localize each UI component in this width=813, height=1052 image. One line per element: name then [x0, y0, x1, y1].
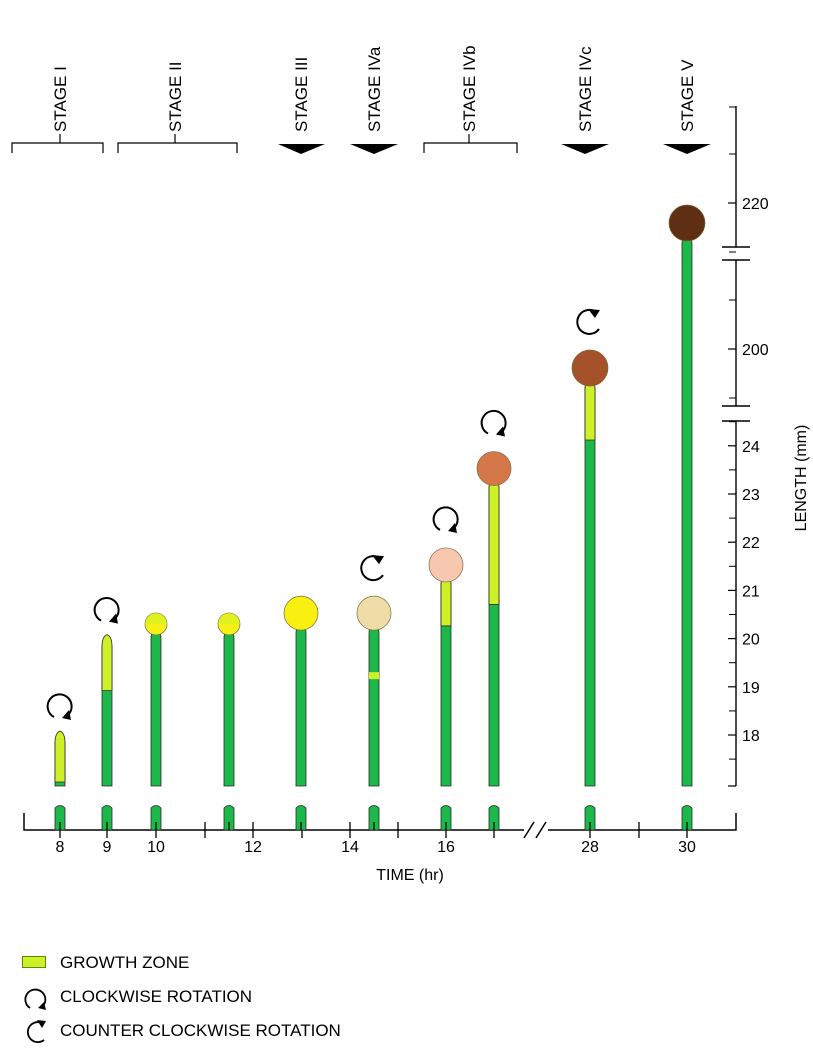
stalk-base — [440, 805, 452, 831]
stage-label: STAGE V — [678, 59, 697, 132]
stalk-base — [223, 805, 235, 831]
stage-arrowhead — [350, 144, 398, 154]
legend-label-counter-clockwise: COUNTER CLOCKWISE ROTATION — [60, 1021, 341, 1040]
stage-label: STAGE III — [292, 57, 311, 132]
growth-zone — [488, 477, 500, 605]
legend-item-growth-zone: GROWTH ZONE — [22, 950, 582, 984]
clockwise-arrow-icon — [46, 693, 73, 720]
sporangiophore — [571, 349, 609, 831]
y-axis: 18 19 20 21 22 23 24 200 220 — [722, 106, 769, 787]
stage-label: STAGE II — [166, 61, 185, 132]
stalk — [368, 621, 380, 787]
x-tick-label: 8 — [56, 839, 65, 856]
stage-bracket — [423, 134, 518, 153]
growth-zone — [101, 634, 113, 691]
sporangiophores — [54, 204, 706, 831]
sporangiophore — [668, 204, 706, 831]
stage-arrowhead — [663, 144, 711, 154]
sporangiophore — [428, 547, 464, 831]
stage-label: STAGE IVb — [460, 45, 479, 132]
counter-clockwise-arrow-icon — [360, 555, 384, 582]
y-tick-label: 200 — [742, 342, 769, 359]
x-tick-label: 12 — [244, 839, 262, 856]
sporangium-head — [571, 349, 609, 387]
clockwise-arrow-icon — [432, 506, 459, 533]
x-tick-label: 16 — [437, 839, 455, 856]
stage-arrowhead — [561, 144, 609, 154]
head-growth-cap — [145, 612, 167, 624]
growth-zone — [369, 672, 379, 680]
x-tick-label: 9 — [103, 839, 112, 856]
y-tick-label: 23 — [742, 487, 760, 504]
stage-label: STAGE I — [51, 66, 70, 132]
sporangium-head — [283, 595, 319, 631]
clockwise-arrow-icon — [93, 597, 120, 624]
legend-item-clockwise: CLOCKWISE ROTATION — [22, 984, 582, 1018]
x-axis-line-left — [23, 813, 524, 831]
y-tick-label: 18 — [742, 728, 760, 745]
stage-labels: STAGE I STAGE II STAGE III STAGE IVa STAGE I… — [51, 45, 697, 132]
stalk — [150, 626, 162, 787]
stalk-base — [584, 805, 596, 831]
stage-arrowhead — [278, 144, 325, 154]
sporangiophore — [217, 612, 241, 831]
stage-bracket — [11, 134, 104, 153]
sporangium-head — [668, 204, 706, 242]
stalk-base — [150, 805, 162, 831]
sporangiophore — [101, 634, 113, 831]
clockwise-arrow-icon — [24, 988, 47, 1010]
stage-label: STAGE IVa — [365, 46, 384, 132]
legend-label-growth-zone: GROWTH ZONE — [60, 953, 190, 972]
legend-label-clockwise: CLOCKWISE ROTATION — [60, 987, 253, 1006]
x-tick-label: 30 — [678, 839, 696, 856]
x-axis-line-right — [548, 813, 737, 831]
legend-item-counter-clockwise: COUNTER CLOCKWISE ROTATION — [22, 1018, 582, 1052]
stalk — [223, 626, 235, 787]
y-axis-title: LENGTH (mm) — [793, 425, 810, 532]
legend: GROWTH ZONE CLOCKWISE ROTATION COUNTER C… — [22, 950, 582, 1052]
stage-markers — [11, 134, 711, 154]
stage-label: STAGE IVc — [576, 46, 595, 132]
stalk — [295, 621, 307, 787]
sporangiophore — [144, 612, 168, 831]
stalk-base — [101, 805, 113, 831]
stalk-base — [295, 805, 307, 831]
y-tick-label: 21 — [742, 583, 760, 600]
growth-zone — [584, 377, 596, 441]
y-tick-label: 24 — [742, 439, 760, 456]
y-tick-label: 22 — [742, 535, 760, 552]
x-axis: 8 9 10 12 14 16 28 30 — [23, 813, 737, 856]
stalk-base — [681, 805, 693, 831]
sporangium-head — [356, 595, 392, 631]
sporangiophore — [283, 595, 319, 831]
x-axis-break — [523, 821, 535, 839]
sporangiophore — [476, 451, 512, 831]
stalk-base — [488, 805, 500, 831]
counter-clockwise-arrow-icon — [26, 1020, 46, 1043]
stalk-base — [54, 805, 66, 831]
counter-clockwise-arrow-icon — [576, 309, 600, 335]
x-tick-label: 14 — [341, 839, 359, 856]
sporangiophore — [54, 730, 66, 831]
y-tick-label: 220 — [742, 196, 769, 213]
stalk-base — [368, 805, 380, 831]
y-tick-label: 20 — [742, 632, 760, 649]
y-tick-label: 19 — [742, 680, 760, 697]
stage-bracket — [117, 134, 238, 153]
sporangiophore — [356, 595, 392, 831]
x-tick-label: 10 — [147, 839, 165, 856]
head-growth-cap — [218, 612, 240, 624]
rotation-indicators — [46, 309, 600, 720]
growth-zone — [54, 730, 66, 783]
x-tick-label: 28 — [581, 839, 599, 856]
sporangium-head — [476, 451, 512, 486]
sporangium-head — [428, 547, 464, 583]
x-axis-title: TIME (hr) — [376, 867, 444, 884]
clockwise-arrow-icon — [480, 409, 507, 437]
x-axis-break — [535, 821, 547, 839]
growth-zone-swatch — [22, 956, 46, 968]
stalk — [681, 232, 693, 787]
